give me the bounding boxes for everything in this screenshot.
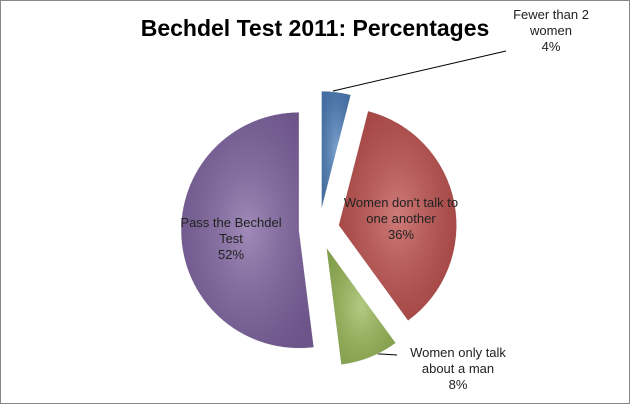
value-label: 52%	[217, 247, 245, 262]
data-label: Women don't talk to one another 36%	[341, 195, 461, 243]
chart-title: Bechdel Test 2011: Percentages	[140, 15, 490, 41]
data-label: Women only talk about a man 8%	[393, 345, 523, 393]
pie-slice	[321, 90, 352, 210]
category-label: Women only talk about a man	[410, 345, 506, 376]
leader-line	[332, 50, 507, 92]
category-label: Pass the Bechdel Test	[180, 215, 282, 246]
value-label: 8%	[448, 377, 468, 392]
category-label: Fewer than 2 women	[513, 7, 589, 38]
value-label: 36%	[387, 227, 415, 242]
data-label: Pass the Bechdel Test 52%	[171, 215, 291, 263]
value-label: 4%	[541, 39, 561, 54]
data-label: Fewer than 2 women 4%	[511, 7, 591, 55]
category-label: Women don't talk to one another	[343, 195, 459, 226]
